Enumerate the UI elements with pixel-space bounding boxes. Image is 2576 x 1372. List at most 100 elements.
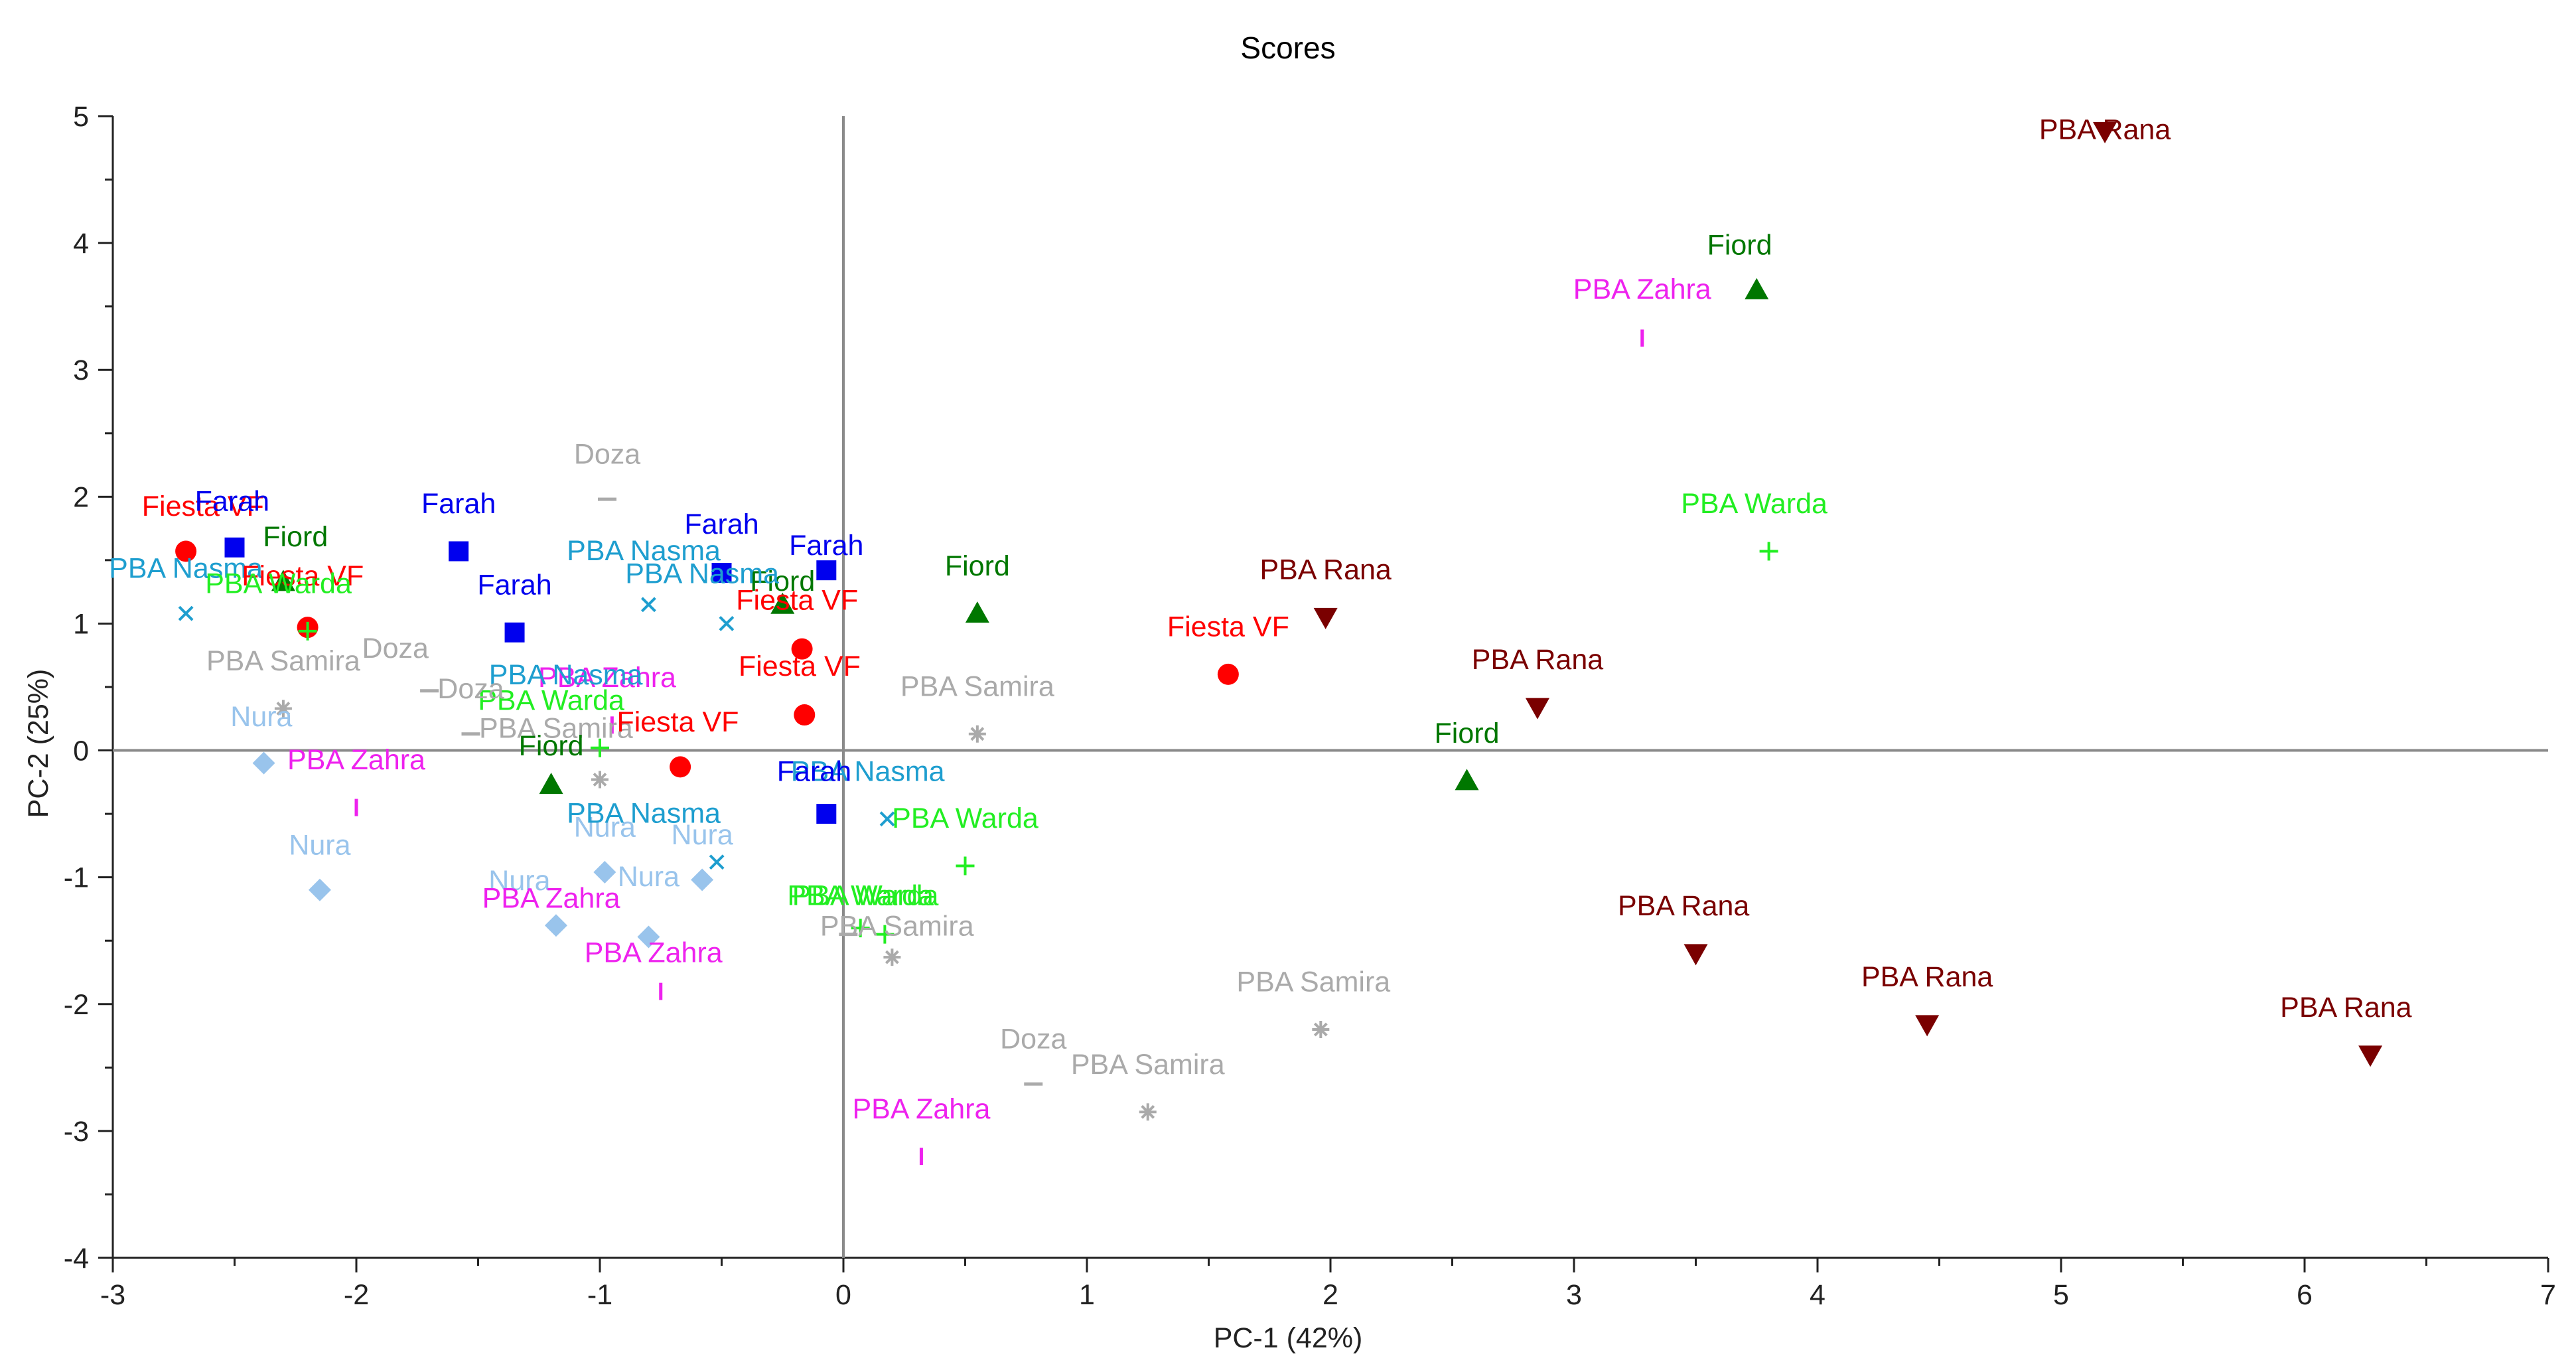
point-label-farah: Farah xyxy=(421,488,496,520)
point-label-farah: Farah xyxy=(195,485,269,517)
marker-pba-warda xyxy=(1759,542,1778,561)
x-tick-label: 0 xyxy=(835,1279,851,1311)
point-label-pba-zahra: PBA Zahra xyxy=(585,937,723,969)
x-tick-label: -2 xyxy=(344,1279,369,1311)
point-label-pba-rana: PBA Rana xyxy=(2039,114,2171,145)
marker-pba-rana xyxy=(2093,121,2117,143)
x-tick-label: -1 xyxy=(587,1279,612,1311)
x-tick-label: 1 xyxy=(1079,1279,1095,1311)
point-label-pba-zahra: PBA Zahra xyxy=(538,662,676,694)
y-tick-label: 0 xyxy=(73,735,89,767)
point-label-doza: Doza xyxy=(1000,1024,1066,1055)
marker-pba-warda xyxy=(591,738,609,757)
marker-pba-warda xyxy=(956,856,975,876)
point-label-pba-nasma: PBA Nasma xyxy=(791,755,945,787)
marker-pba-rana xyxy=(1525,698,1549,720)
x-tick-label: 3 xyxy=(1566,1279,1582,1311)
point-label-pba-warda: PBA Warda xyxy=(787,880,934,912)
marker-pba-samira xyxy=(1139,1103,1157,1121)
point-label-pba-warda: PBA Warda xyxy=(1681,488,1827,520)
point-label-farah: Farah xyxy=(684,508,758,540)
y-tick-label: 2 xyxy=(73,481,89,513)
axes-group: -3 -2 -1 0 1 2 3 4 5 6 7 -4 -3 -2 -1 0 1 2 3 4 5 xyxy=(64,101,2556,1311)
marker-fiord xyxy=(539,773,563,795)
marker-pba-warda xyxy=(851,919,870,938)
marker-pba-warda xyxy=(298,621,317,641)
marker-farah xyxy=(711,563,732,583)
marker-fiesta-vf xyxy=(794,704,816,726)
x-tick-label: -3 xyxy=(100,1279,125,1311)
zero-lines-group xyxy=(113,116,2548,1258)
x-tick-label: 6 xyxy=(2297,1279,2313,1311)
point-label-fiesta-vf: Fiesta VF xyxy=(1167,611,1289,643)
point-label-fiesta-vf: Fiesta VF xyxy=(242,560,364,592)
point-label-pba-nasma: PBA Nasma xyxy=(625,558,779,589)
point-label-pba-rana: PBA Rana xyxy=(1861,961,1993,993)
marker-pba-samira xyxy=(274,700,292,718)
x-axis-label: PC-1 (42%) xyxy=(1214,1322,1363,1354)
marker-pba-rana xyxy=(1313,607,1338,629)
marker-nura xyxy=(637,925,660,949)
marker-farah xyxy=(816,804,837,824)
marker-farah xyxy=(449,541,469,562)
marker-nura xyxy=(252,751,275,775)
y-tick-label: -3 xyxy=(64,1116,89,1148)
y-tick-label: 3 xyxy=(73,354,89,386)
marker-pba-rana xyxy=(2358,1045,2383,1067)
point-label-doza: Doza xyxy=(362,633,429,664)
marker-fiord xyxy=(965,601,989,623)
point-label-fiesta-vf: Fiesta VF xyxy=(142,491,264,522)
point-label-fiord: Fiord xyxy=(945,550,1010,582)
markers-group xyxy=(175,121,2383,1166)
y-axis-label: PC-2 (25%) xyxy=(23,669,54,818)
y-tick-label: -2 xyxy=(64,989,89,1021)
point-label-nura: Nura xyxy=(618,861,680,893)
marker-pba-samira xyxy=(968,725,986,743)
marker-pba-rana xyxy=(1683,944,1708,966)
point-label-fiesta-vf: Fiesta VF xyxy=(616,706,739,738)
marker-fiesta-vf xyxy=(1217,663,1239,685)
point-label-fiesta-vf: Fiesta VF xyxy=(739,650,861,682)
y-tick-label: -4 xyxy=(64,1243,89,1274)
marker-fiord xyxy=(770,592,795,614)
point-label-doza: Doza xyxy=(574,439,640,471)
marker-fiesta-vf xyxy=(791,638,813,660)
point-label-pba-nasma: PBA Nasma xyxy=(489,659,643,691)
point-label-pba-rana: PBA Rana xyxy=(1259,554,1391,586)
point-label-pba-nasma: PBA Nasma xyxy=(567,535,721,567)
y-tick-label: -1 xyxy=(64,862,89,894)
point-label-fiord: Fiord xyxy=(1435,718,1500,749)
point-label-doza: Doza xyxy=(437,673,504,705)
point-label-fiord: Fiord xyxy=(750,566,815,597)
point-label-pba-nasma: PBA Nasma xyxy=(109,553,263,585)
point-label-farah: Farah xyxy=(477,569,551,601)
marker-fiesta-vf xyxy=(175,540,197,562)
marker-pba-samira xyxy=(1312,1021,1330,1038)
point-label-pba-rana: PBA Rana xyxy=(1618,890,1749,922)
marker-nura xyxy=(691,868,714,891)
point-label-pba-samira: PBA Samira xyxy=(206,645,360,677)
marker-fiesta-vf xyxy=(670,756,691,778)
marker-pba-samira xyxy=(591,771,608,789)
marker-nura xyxy=(544,914,567,937)
marker-pba-nasma xyxy=(709,854,725,870)
point-label-pba-zahra: PBA Zahra xyxy=(1573,273,1711,305)
marker-farah xyxy=(224,537,245,558)
point-label-pba-warda: PBA Warda xyxy=(792,880,939,912)
point-label-pba-zahra: PBA Zahra xyxy=(482,883,620,915)
point-label-nura: Nura xyxy=(230,701,292,733)
point-label-fiord: Fiord xyxy=(263,521,328,553)
point-label-nura: Nura xyxy=(574,812,636,844)
point-label-pba-warda: PBA Warda xyxy=(892,802,1038,834)
point-label-farah: Farah xyxy=(777,755,851,787)
point-label-pba-samira: PBA Samira xyxy=(1071,1049,1225,1081)
marker-fiord xyxy=(271,570,295,591)
point-label-nura: Nura xyxy=(488,865,550,897)
marker-farah xyxy=(816,560,837,581)
point-label-pba-warda: PBA Warda xyxy=(478,684,624,716)
point-label-pba-zahra: PBA Zahra xyxy=(852,1093,990,1125)
x-tick-label: 4 xyxy=(1810,1279,1825,1311)
